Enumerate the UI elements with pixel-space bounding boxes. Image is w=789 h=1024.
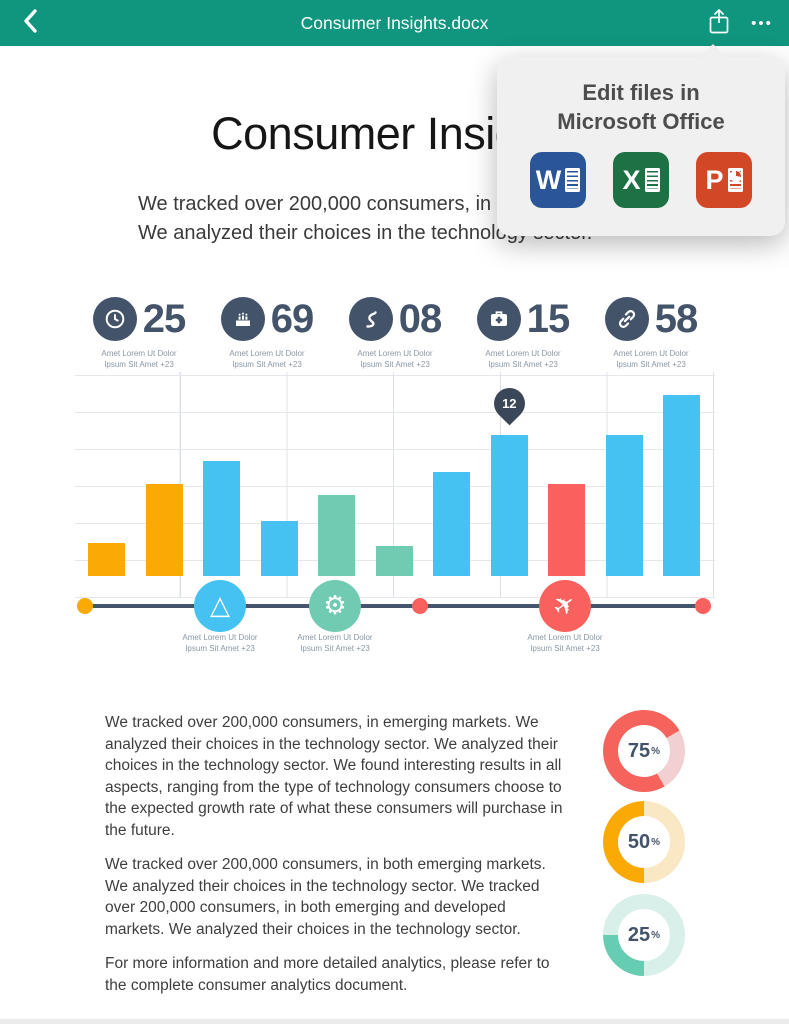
timeline: △ Amet Lorem Ut Dolor Ipsum Sit Amet +23 ⚙ A… bbox=[75, 580, 715, 678]
back-button[interactable] bbox=[14, 7, 48, 39]
bar-chart: 12 bbox=[75, 372, 715, 598]
stat-value: 25 bbox=[142, 296, 186, 341]
popover-title-line2: Microsoft Office bbox=[557, 109, 725, 134]
app-letter: X bbox=[622, 164, 641, 195]
chart-bar bbox=[605, 435, 643, 576]
paragraph: We tracked over 200,000 consumers, in bo… bbox=[105, 856, 546, 938]
microsoft-word-icon[interactable]: W bbox=[530, 152, 586, 208]
timeline-dot bbox=[695, 598, 711, 614]
winding-road-icon bbox=[348, 297, 393, 341]
popover-title-line1: Edit files in bbox=[582, 80, 700, 105]
stat-caption: Amet Lorem Ut Dolor Ipsum Sit Amet +23 bbox=[613, 349, 689, 369]
timeline-node: △ bbox=[194, 580, 246, 632]
first-aid-icon bbox=[476, 297, 521, 341]
body-paragraphs: We tracked over 200,000 consumers, in em… bbox=[105, 712, 567, 1009]
edit-files-popover: Edit files in Microsoft Office W X P bbox=[497, 57, 785, 236]
app-letter: W bbox=[535, 164, 562, 195]
stat-value: 58 bbox=[654, 296, 698, 341]
chart-bar bbox=[203, 461, 240, 576]
app-page-glyph bbox=[727, 168, 743, 192]
timeline-caption: Amet Lorem Ut Dolor Ipsum Sit Amet +23 bbox=[297, 633, 373, 653]
chart-bar bbox=[490, 435, 528, 576]
chart-bar bbox=[260, 520, 298, 576]
stat-value: 15 bbox=[526, 296, 570, 341]
timeline-node: ✈ bbox=[539, 580, 591, 632]
link-icon bbox=[604, 297, 649, 341]
page-end-edge bbox=[0, 1019, 789, 1024]
stat-item: 69 Amet Lorem Ut Dolor Ipsum Sit Amet +23 bbox=[203, 296, 331, 370]
more-button[interactable]: ••• bbox=[743, 6, 781, 42]
donut-label: 75% bbox=[618, 725, 670, 777]
chart-bar bbox=[375, 546, 413, 576]
chart-bar bbox=[318, 494, 355, 576]
stat-item: 15 Amet Lorem Ut Dolor Ipsum Sit Amet +23 bbox=[459, 296, 587, 370]
value-pin: 12 bbox=[486, 380, 532, 426]
donut-chart: 75% bbox=[603, 710, 685, 792]
stat-item: 25 Amet Lorem Ut Dolor Ipsum Sit Amet +23 bbox=[75, 296, 203, 370]
paragraph: We tracked over 200,000 consumers, in em… bbox=[105, 714, 563, 839]
timeline-dot bbox=[412, 598, 428, 614]
app-page-lines bbox=[567, 171, 579, 189]
chevron-left-icon bbox=[20, 8, 42, 39]
file-title: Consumer Insights.docx bbox=[300, 13, 489, 33]
timeline-line bbox=[81, 604, 709, 608]
pie-glyph bbox=[729, 170, 742, 182]
donut-chart: 25% bbox=[603, 894, 685, 976]
chart-bar bbox=[548, 483, 585, 576]
donut-chart: 50% bbox=[603, 801, 685, 883]
microsoft-powerpoint-icon[interactable]: P bbox=[696, 152, 752, 208]
popover-arrow bbox=[698, 44, 728, 59]
share-button[interactable] bbox=[701, 6, 737, 42]
stat-caption: Amet Lorem Ut Dolor Ipsum Sit Amet +23 bbox=[485, 349, 561, 369]
chart-bar bbox=[88, 542, 125, 576]
cake-icon bbox=[220, 297, 265, 341]
stat-value: 08 bbox=[398, 296, 442, 341]
timeline-dot bbox=[77, 598, 93, 614]
app-page-glyph bbox=[644, 168, 660, 192]
timeline-caption: Amet Lorem Ut Dolor Ipsum Sit Amet +23 bbox=[527, 633, 603, 653]
stat-top: 58 bbox=[604, 296, 698, 342]
popover-title: Edit files in Microsoft Office bbox=[497, 78, 785, 136]
stat-caption: Amet Lorem Ut Dolor Ipsum Sit Amet +23 bbox=[101, 349, 177, 369]
timeline-node: ⚙ bbox=[309, 580, 361, 632]
stat-item: 58 Amet Lorem Ut Dolor Ipsum Sit Amet +23 bbox=[587, 296, 715, 370]
stat-top: 25 bbox=[92, 296, 186, 342]
chart-bar bbox=[145, 483, 183, 576]
paragraph: For more information and more detailed a… bbox=[105, 955, 550, 994]
stat-caption: Amet Lorem Ut Dolor Ipsum Sit Amet +23 bbox=[357, 349, 433, 369]
stat-top: 15 bbox=[476, 296, 570, 342]
stat-item: 08 Amet Lorem Ut Dolor Ipsum Sit Amet +23 bbox=[331, 296, 459, 370]
app-page-glyph bbox=[565, 168, 581, 192]
gear-icon: ⚙ bbox=[323, 591, 347, 621]
ellipsis-icon: ••• bbox=[751, 15, 773, 32]
app-bar: Consumer Insights.docx ••• bbox=[0, 0, 789, 46]
share-icon bbox=[706, 7, 732, 42]
clock-icon bbox=[92, 297, 137, 341]
chart-bar bbox=[663, 394, 700, 576]
stats-row: 25 Amet Lorem Ut Dolor Ipsum Sit Amet +23 6… bbox=[75, 296, 715, 370]
stat-value: 69 bbox=[270, 296, 314, 341]
app-page-lines bbox=[646, 171, 658, 189]
app-letter: P bbox=[705, 164, 724, 195]
donut-label: 25% bbox=[618, 909, 670, 961]
intro-line-2: We analyzed their choices in the technol… bbox=[138, 221, 593, 244]
donut-label: 50% bbox=[618, 816, 670, 868]
chart-bar bbox=[433, 472, 470, 576]
pin-shape: 12 bbox=[487, 381, 531, 425]
plane-icon: ✈ bbox=[547, 587, 583, 625]
stat-caption: Amet Lorem Ut Dolor Ipsum Sit Amet +23 bbox=[229, 349, 305, 369]
triangle-icon: △ bbox=[210, 591, 230, 621]
timeline-caption: Amet Lorem Ut Dolor Ipsum Sit Amet +23 bbox=[182, 633, 258, 653]
stat-top: 69 bbox=[220, 296, 314, 342]
stat-top: 08 bbox=[348, 296, 442, 342]
microsoft-excel-icon[interactable]: X bbox=[613, 152, 669, 208]
